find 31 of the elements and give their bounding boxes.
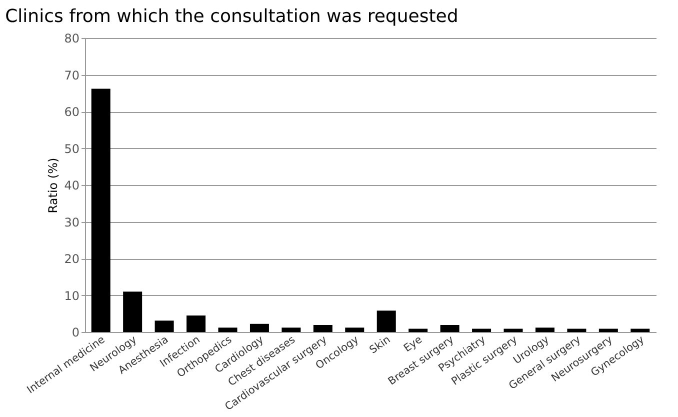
x-tick-label: Skin [367, 334, 393, 356]
y-tick-label: 60 [64, 105, 80, 119]
bar [91, 88, 110, 332]
bar [567, 328, 586, 332]
y-tick-label: 50 [64, 142, 80, 156]
bar [472, 328, 492, 332]
y-tick-label: 10 [64, 288, 80, 303]
bar [345, 328, 364, 332]
bar [598, 328, 618, 332]
bar [123, 292, 142, 332]
bar [440, 325, 460, 332]
bar [408, 328, 428, 332]
chart-title: Clinics from which the consultation was requested [5, 6, 458, 27]
bar [535, 328, 554, 332]
y-tick-label: 70 [64, 68, 80, 82]
bar [218, 328, 238, 332]
bar [313, 325, 332, 332]
y-axis-title: Ratio (%) [46, 158, 60, 214]
bar [282, 328, 301, 332]
x-tick-label: Eye [402, 334, 424, 355]
bar [504, 328, 523, 332]
bar [186, 315, 206, 332]
y-tick-label: 20 [64, 252, 80, 266]
y-tick-label: 0 [72, 326, 80, 340]
y-tick-label: 40 [64, 178, 80, 192]
y-tick-label: 80 [64, 32, 80, 46]
bar [630, 328, 650, 332]
bar [376, 310, 396, 332]
bar [250, 324, 269, 332]
y-tick-label: 30 [64, 215, 80, 230]
bar [154, 320, 174, 332]
